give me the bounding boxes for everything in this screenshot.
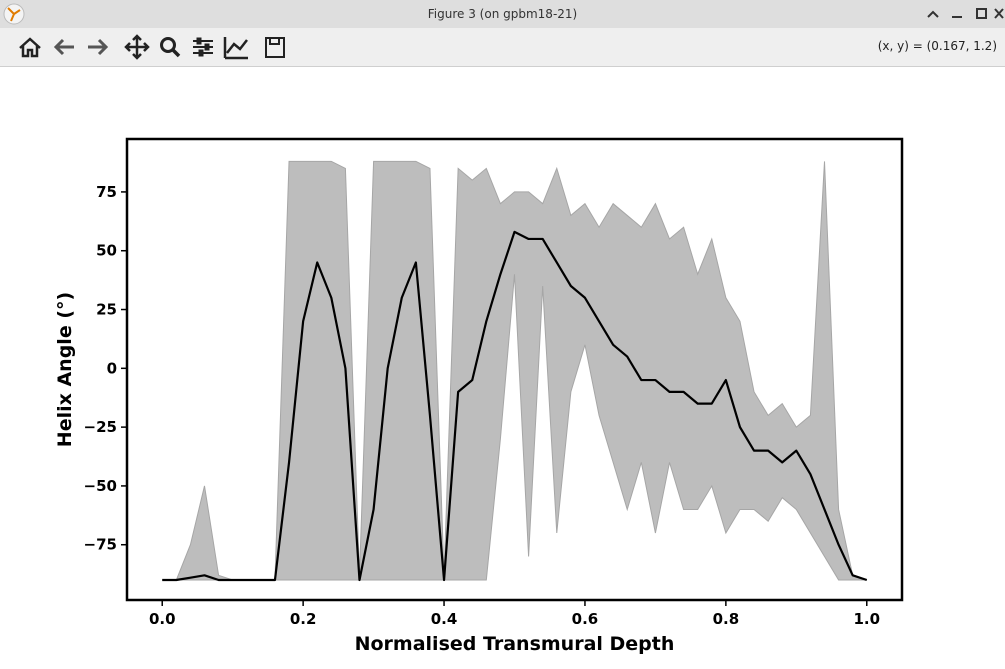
x-tick-label: 0.2 — [290, 610, 317, 628]
x-axis-label: Normalised Transmural Depth — [355, 633, 675, 655]
x-tick-label: 0.0 — [149, 610, 176, 628]
toolbar-buttons[interactable] — [0, 28, 300, 66]
y-tick-label: 0 — [107, 359, 117, 377]
chart: 0.0 0.2 0.4 0.6 0.8 1.0 −75 −50 −25 0 25 50 75 Normal… — [54, 137, 904, 655]
x-tick-label: 0.8 — [713, 610, 740, 628]
line — [162, 230, 868, 582]
y-tick-label: 25 — [96, 301, 117, 319]
toolbar: (x, y) = (0.167, 1.2) — [0, 28, 1005, 67]
y-tick-label: −75 — [84, 536, 117, 554]
cursor-coords: (x, y) = (0.167, 1.2) — [877, 39, 997, 53]
y-tick-label: −25 — [84, 418, 117, 436]
title-bar: Figure 3 (on gpbm18-21) — [0, 0, 1005, 28]
x-tick-label: 1.0 — [853, 610, 880, 628]
y-tick-label: −50 — [84, 477, 117, 495]
window-title: Figure 3 (on gpbm18-21) — [427, 7, 578, 21]
x-tick-label: 0.4 — [431, 610, 458, 628]
x-tick-label: 0.6 — [572, 610, 599, 628]
y-tick-label: 50 — [96, 242, 117, 260]
axes-frame — [125, 137, 904, 602]
y-tick-label: 75 — [96, 183, 117, 201]
y-axis-label: Helix Angle (°) — [54, 292, 76, 447]
window-controls[interactable] — [915, 0, 1005, 28]
app-icon — [3, 3, 25, 25]
band — [162, 160, 867, 581]
